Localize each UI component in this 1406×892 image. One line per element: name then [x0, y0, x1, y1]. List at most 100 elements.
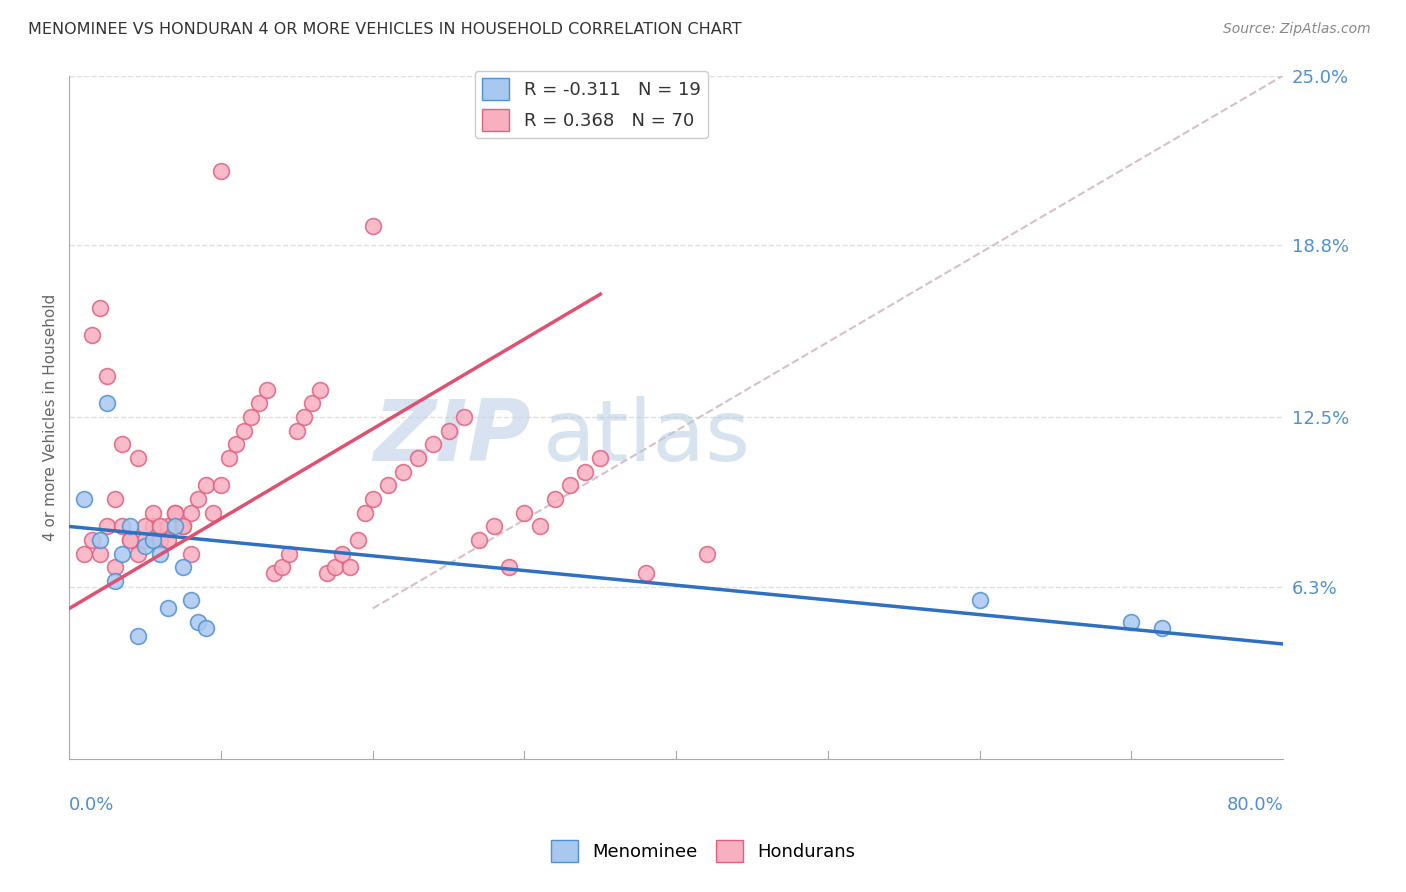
Point	[172, 519, 194, 533]
Point	[513, 506, 536, 520]
Y-axis label: 4 or more Vehicles in Household: 4 or more Vehicles in Household	[44, 293, 58, 541]
Point	[96, 369, 118, 384]
Point	[453, 410, 475, 425]
Point	[589, 451, 612, 466]
Point	[1121, 615, 1143, 629]
Point	[180, 547, 202, 561]
Point	[111, 519, 134, 533]
Point	[127, 629, 149, 643]
Point	[142, 506, 165, 520]
Legend: R = -0.311   N = 19, R = 0.368   N = 70: R = -0.311 N = 19, R = 0.368 N = 70	[475, 70, 707, 138]
Point	[134, 519, 156, 533]
Point	[406, 451, 429, 466]
Point	[180, 593, 202, 607]
Point	[96, 519, 118, 533]
Text: Source: ZipAtlas.com: Source: ZipAtlas.com	[1223, 22, 1371, 37]
Point	[285, 424, 308, 438]
Text: 0.0%: 0.0%	[69, 797, 115, 814]
Point	[278, 547, 301, 561]
Point	[194, 478, 217, 492]
Point	[232, 424, 254, 438]
Point	[89, 301, 111, 315]
Point	[172, 519, 194, 533]
Point	[544, 492, 567, 507]
Point	[80, 533, 103, 548]
Point	[149, 547, 172, 561]
Text: atlas: atlas	[543, 396, 751, 479]
Point	[468, 533, 491, 548]
Point	[89, 533, 111, 548]
Point	[218, 451, 240, 466]
Point	[339, 560, 361, 574]
Text: ZIP: ZIP	[373, 396, 530, 479]
Point	[392, 465, 415, 479]
Point	[165, 519, 187, 533]
Point	[165, 506, 187, 520]
Point	[134, 533, 156, 548]
Point	[574, 465, 596, 479]
Point	[127, 451, 149, 466]
Point	[89, 547, 111, 561]
Point	[634, 566, 657, 580]
Point	[240, 410, 263, 425]
Point	[256, 383, 278, 397]
Point	[209, 164, 232, 178]
Point	[118, 533, 141, 548]
Point	[111, 437, 134, 451]
Point	[187, 492, 209, 507]
Point	[422, 437, 444, 451]
Point	[209, 478, 232, 492]
Point	[104, 560, 127, 574]
Point	[127, 547, 149, 561]
Point	[172, 560, 194, 574]
Point	[202, 506, 225, 520]
Point	[96, 396, 118, 410]
Point	[73, 547, 96, 561]
Point	[346, 533, 368, 548]
Point	[1150, 621, 1173, 635]
Point	[323, 560, 346, 574]
Point	[73, 492, 96, 507]
Point	[118, 519, 141, 533]
Point	[354, 506, 377, 520]
Point	[142, 533, 165, 548]
Point	[696, 547, 718, 561]
Point	[969, 593, 991, 607]
Point	[316, 566, 339, 580]
Point	[294, 410, 316, 425]
Point	[558, 478, 581, 492]
Point	[270, 560, 292, 574]
Point	[156, 601, 179, 615]
Point	[498, 560, 520, 574]
Point	[118, 533, 141, 548]
Point	[156, 519, 179, 533]
Point	[134, 539, 156, 553]
Point	[180, 506, 202, 520]
Point	[332, 547, 354, 561]
Point	[149, 519, 172, 533]
Point	[377, 478, 399, 492]
Point	[301, 396, 323, 410]
Point	[142, 519, 165, 533]
Point	[156, 533, 179, 548]
Point	[187, 615, 209, 629]
Point	[361, 219, 384, 233]
Point	[308, 383, 330, 397]
Point	[225, 437, 247, 451]
Point	[104, 574, 127, 588]
Point	[111, 547, 134, 561]
Point	[149, 533, 172, 548]
Point	[361, 492, 384, 507]
Text: MENOMINEE VS HONDURAN 4 OR MORE VEHICLES IN HOUSEHOLD CORRELATION CHART: MENOMINEE VS HONDURAN 4 OR MORE VEHICLES…	[28, 22, 742, 37]
Point	[80, 328, 103, 343]
Point	[263, 566, 285, 580]
Point	[247, 396, 270, 410]
Point	[437, 424, 460, 438]
Point	[529, 519, 551, 533]
Point	[165, 506, 187, 520]
Point	[194, 621, 217, 635]
Point	[482, 519, 505, 533]
Text: 80.0%: 80.0%	[1226, 797, 1284, 814]
Point	[104, 492, 127, 507]
Legend: Menominee, Hondurans: Menominee, Hondurans	[544, 833, 862, 870]
